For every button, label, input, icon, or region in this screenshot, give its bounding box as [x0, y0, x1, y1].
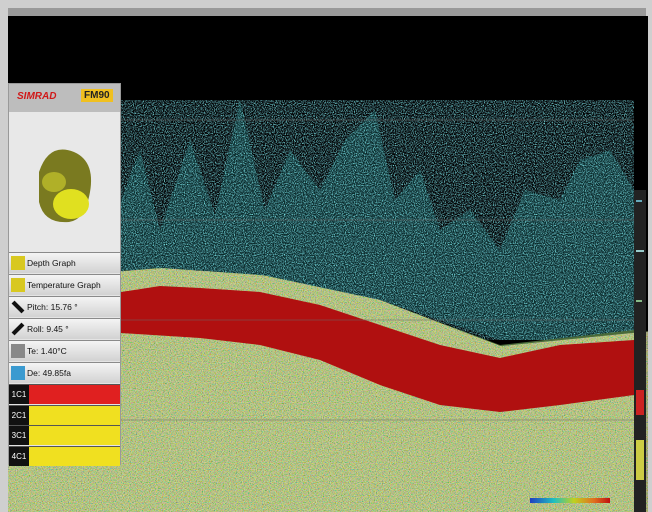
channel-label: 4C1 [9, 446, 29, 466]
side-tick [636, 390, 644, 415]
panel-row[interactable]: Depth Graph [9, 252, 120, 273]
channel-bar[interactable]: 2C1 [9, 404, 120, 425]
control-panel: SIMRAD FM90 Depth Graph Temperature Graph… [8, 83, 121, 466]
row-icon [11, 366, 25, 380]
side-tick [636, 200, 642, 202]
side-tick [636, 440, 644, 480]
channel-bar[interactable]: 4C1 [9, 445, 120, 466]
channel-label: 3C1 [9, 426, 29, 445]
panel-row[interactable]: Roll: 9.45 ° [9, 318, 120, 339]
panel-row[interactable]: De: 49.85fa [9, 362, 120, 383]
row-icon [11, 322, 25, 336]
channel-bar[interactable]: 3C1 [9, 425, 120, 445]
row-icon [11, 344, 25, 358]
panel-row[interactable]: Pitch: 15.76 ° [9, 296, 120, 317]
row-icon [11, 278, 25, 292]
range-lines [121, 119, 634, 421]
side-tick [636, 300, 642, 302]
row-label: De: 49.85fa [27, 368, 71, 378]
panel-row[interactable]: Temperature Graph [9, 274, 120, 295]
bottom-layer [121, 286, 634, 412]
row-icon [11, 300, 25, 314]
row-label: Te: 1.40°C [27, 346, 67, 356]
side-scale [634, 190, 646, 512]
panel-row[interactable]: Te: 1.40°C [9, 340, 120, 361]
model: FM90 [81, 89, 113, 102]
brand: SIMRAD [17, 91, 57, 102]
channel-label: 1C1 [9, 385, 29, 404]
vessel-part [42, 172, 66, 192]
row-icon [11, 256, 25, 270]
row-label: Pitch: 15.76 ° [27, 302, 78, 312]
row-label: Roll: 9.45 ° [27, 324, 69, 334]
vessel-view [9, 112, 120, 252]
row-label: Depth Graph [27, 258, 76, 268]
side-tick [636, 250, 644, 252]
channel-label: 2C1 [9, 405, 29, 425]
title-bar [8, 8, 646, 16]
color-scale [530, 498, 610, 503]
logo-bar: SIMRAD FM90 [9, 84, 120, 112]
vessel-part [53, 189, 89, 219]
channel-bar[interactable]: 1C1 [9, 384, 120, 404]
row-label: Temperature Graph [27, 280, 101, 290]
